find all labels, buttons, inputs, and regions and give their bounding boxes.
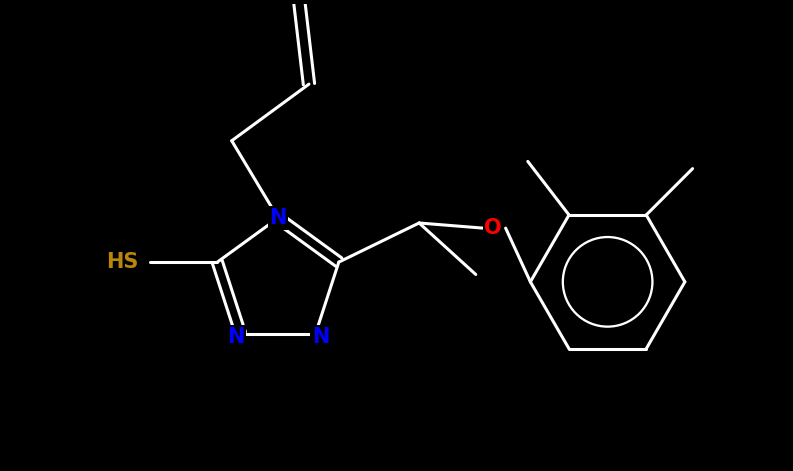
Text: O: O bbox=[485, 218, 502, 238]
Text: N: N bbox=[312, 326, 329, 347]
Text: HS: HS bbox=[105, 252, 138, 272]
Text: N: N bbox=[270, 208, 287, 228]
Text: N: N bbox=[227, 326, 244, 347]
